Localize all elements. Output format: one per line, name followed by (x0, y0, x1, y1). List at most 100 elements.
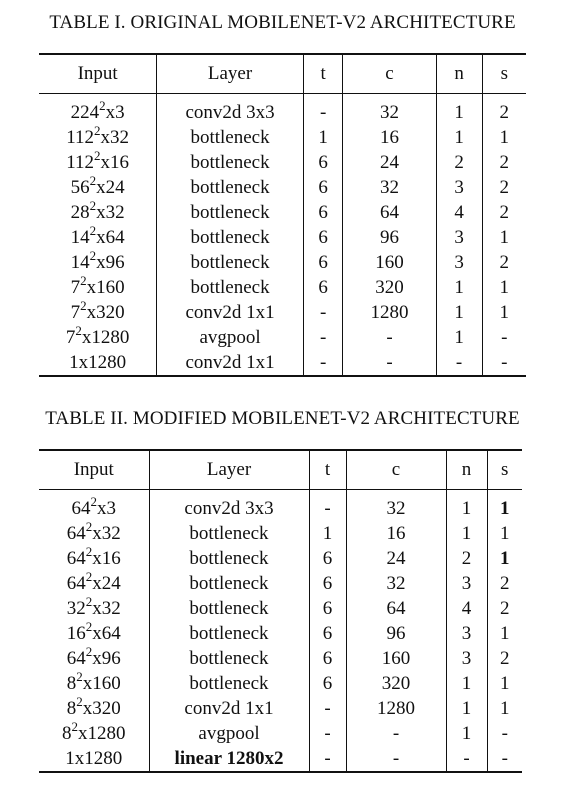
cell-n: 4 (446, 596, 488, 621)
cell-t: - (309, 721, 347, 746)
input-exponent: 2 (85, 593, 93, 609)
table-row: 1122x16 bottleneck 6 24 2 2 (39, 149, 526, 175)
cell-layer: bottleneck (156, 250, 304, 275)
cell-input: 142x96 (39, 249, 158, 275)
cell-t: 1 (303, 125, 344, 150)
cell-c: 320 (346, 671, 447, 696)
input-exponent: 2 (71, 718, 79, 734)
input-rest: x16 (100, 152, 130, 173)
input-rest: x24 (96, 177, 125, 198)
cell-c: 64 (342, 200, 437, 225)
cell-s: - (501, 352, 508, 373)
input-exponent: 2 (85, 543, 93, 559)
cell-s: - (501, 723, 508, 744)
cell-layer: avgpool (149, 721, 310, 746)
input-base: 32 (66, 598, 86, 619)
cell-t: 6 (303, 175, 344, 200)
cell-t: 6 (309, 571, 347, 596)
cell-s: 1 (499, 302, 510, 323)
input-exponent: 2 (75, 322, 82, 338)
cell-input: 1122x16 (39, 149, 158, 175)
cell-c: 96 (346, 621, 447, 646)
input-rest: x96 (96, 252, 125, 273)
col-header-s: s (501, 459, 509, 480)
input-rest: x1280 (81, 327, 130, 348)
cell-s: 1 (499, 227, 510, 248)
cell-input: 2242x3 (39, 93, 158, 125)
table1-body: 2242x3 conv2d 3x3-32 1 2 1122x32 bottleneck 1 1… (39, 93, 526, 376)
table-row: 142x96 bottleneck 6 160 3 2 (39, 249, 526, 275)
cell-s: 2 (500, 598, 510, 619)
cell-layer: bottleneck (156, 175, 304, 200)
input-base: 7 (70, 277, 81, 298)
input-rest: x64 (92, 623, 121, 644)
cell-n: 2 (446, 546, 488, 571)
cell-s: - (501, 748, 508, 769)
table-row: 82x1280 avgpool - -1- (39, 718, 522, 746)
table-row: 1x1280 linear 1280x2- - - - (39, 746, 522, 772)
cell-c: 64 (346, 596, 447, 621)
cell-c: 320 (342, 275, 437, 300)
cell-layer: bottleneck (149, 521, 310, 546)
cell-c: 24 (342, 150, 437, 175)
table-row: 282x32 bottleneck 6 64 4 2 (39, 197, 526, 225)
input-base: 7 (70, 302, 81, 323)
cell-n: 3 (446, 621, 488, 646)
cell-n: 4 (436, 200, 483, 225)
cell-n: 1 (446, 671, 488, 696)
cell-layer: avgpool (156, 325, 304, 350)
cell-n: 3 (436, 250, 483, 275)
cell-n: 1 (446, 721, 488, 746)
cell-t: - (303, 300, 344, 325)
table-row: 562x24 bottleneck 6 32 3 2 (39, 174, 526, 200)
input-rest: x3 (97, 498, 116, 519)
cell-c: 1280 (346, 696, 447, 721)
input-base: 16 (66, 623, 86, 644)
input-base: 64 (71, 498, 91, 519)
cell-n: 1 (446, 696, 488, 721)
cell-c: 160 (346, 646, 447, 671)
cell-c: 32 (342, 93, 437, 125)
input-exponent: 2 (89, 197, 97, 213)
cell-layer: bottleneck (156, 125, 304, 150)
input-rest: x32 (92, 523, 121, 544)
cell-input: 82x320 (39, 695, 150, 721)
input-exponent: 2 (90, 493, 98, 509)
cell-c: - (346, 746, 447, 772)
cell-input: 642x3 (39, 489, 150, 521)
table2: Input Layer t c n s 642x3 conv2d 3x3-32 1 1… (39, 449, 522, 773)
col-header-t: t (309, 450, 347, 490)
cell-input: 82x160 (39, 668, 150, 696)
cell-layer: bottleneck (156, 150, 304, 175)
cell-layer: bottleneck (156, 225, 304, 250)
cell-n: 3 (436, 225, 483, 250)
cell-n: 1 (436, 275, 483, 300)
cell-s: 1 (499, 127, 510, 148)
table-row: 82x320 conv2d 1x1-1280 1 1 (39, 695, 522, 721)
input-rest: x160 (86, 277, 125, 298)
cell-t: 6 (303, 225, 344, 250)
cell-layer: conv2d 1x1 (156, 350, 304, 376)
input-exponent: 2 (76, 668, 83, 684)
cell-t: - (309, 746, 347, 772)
cell-n: 1 (436, 300, 483, 325)
input-exponent: 2 (89, 222, 97, 238)
input-base: 14 (70, 252, 90, 273)
cell-c: 96 (342, 225, 437, 250)
cell-c: - (342, 325, 437, 350)
cell-n: 1 (446, 521, 488, 546)
cell-s: 2 (499, 177, 510, 198)
input-base: 64 (66, 648, 86, 669)
cell-s: 1 (500, 523, 510, 544)
cell-c: 16 (342, 125, 437, 150)
cell-t: 6 (309, 546, 347, 571)
table-row: 642x16 bottleneck 6 24 2 1 (39, 543, 522, 571)
table-row: 642x32 bottleneck 1 16 1 1 (39, 520, 522, 546)
table-row: 162x64 bottleneck 6 96 3 1 (39, 620, 522, 646)
input-rest: x160 (82, 673, 121, 694)
input-rest: x32 (96, 202, 125, 223)
input-base: 64 (66, 573, 86, 594)
cell-s: 2 (500, 573, 510, 594)
input-base: 64 (66, 523, 86, 544)
table1: Input Layer t c n s 2242x3 conv2d 3x3-32 1… (39, 53, 526, 377)
